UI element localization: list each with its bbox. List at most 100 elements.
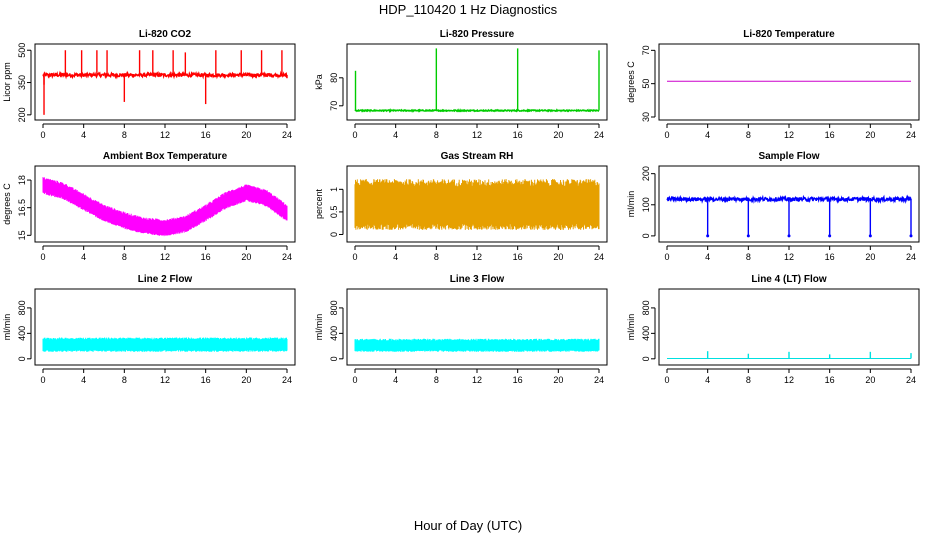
data-point <box>828 234 832 238</box>
data-line <box>666 194 912 205</box>
y-tick-label: 1 <box>329 187 339 192</box>
x-tick-label: 24 <box>282 375 292 385</box>
plot-frame <box>658 165 920 243</box>
data-point <box>706 234 710 238</box>
x-tick-label: 0 <box>352 252 357 262</box>
x-tick-label: 8 <box>746 130 751 140</box>
x-tick-label: 16 <box>201 375 211 385</box>
x-tick-label: 16 <box>513 252 523 262</box>
y-axis-label: ml/min <box>314 314 324 341</box>
x-tick-label: 24 <box>906 252 916 262</box>
x-tick-label: 12 <box>472 375 482 385</box>
y-tick-label: 0.5 <box>329 206 339 219</box>
x-tick-label: 12 <box>784 252 794 262</box>
x-tick-label: 8 <box>122 130 127 140</box>
x-tick-label: 16 <box>201 130 211 140</box>
x-tick-label: 0 <box>40 130 45 140</box>
x-tick-label: 24 <box>594 375 604 385</box>
x-tick-label: 24 <box>282 130 292 140</box>
y-tick-label: 400 <box>329 326 339 341</box>
panel-title: Line 3 Flow <box>450 274 505 285</box>
plot-frame <box>658 288 920 366</box>
data-band <box>42 337 288 352</box>
x-tick-label: 12 <box>784 130 794 140</box>
x-tick-label: 4 <box>393 375 398 385</box>
x-tick-label: 4 <box>81 252 86 262</box>
x-tick-label: 0 <box>664 252 669 262</box>
x-tick-label: 16 <box>825 252 835 262</box>
x-tick-label: 12 <box>472 130 482 140</box>
data-band <box>354 179 600 230</box>
series-5 <box>354 179 600 230</box>
panel-title: Li-820 Pressure <box>440 29 515 40</box>
x-tick-label: 8 <box>122 252 127 262</box>
y-tick-label: 800 <box>641 300 651 315</box>
y-tick-label: 0 <box>641 356 651 361</box>
x-tick-label: 8 <box>434 375 439 385</box>
x-tick-label: 20 <box>553 375 563 385</box>
x-tick-label: 24 <box>282 252 292 262</box>
y-tick-label: 70 <box>641 45 651 55</box>
series-4 <box>42 177 288 237</box>
x-tick-label: 16 <box>201 252 211 262</box>
x-tick-label: 20 <box>865 252 875 262</box>
series-7 <box>42 337 288 352</box>
panel-3: Li-820 Temperature 0 4 8 12 16 20 24 30 50 70 degre… <box>626 29 920 140</box>
y-axis-label: kPa <box>314 74 324 90</box>
y-tick-label: 800 <box>17 300 27 315</box>
x-tick-label: 20 <box>553 130 563 140</box>
y-axis-label: ml/min <box>626 314 636 341</box>
x-tick-label: 4 <box>705 252 710 262</box>
plot-frame <box>34 165 296 243</box>
panel-title: Line 2 Flow <box>138 274 193 285</box>
series-9 <box>667 351 912 359</box>
data-band <box>354 338 600 352</box>
panel-4: Ambient Box Temperature 0 4 8 12 16 20 24 15 16.5… <box>2 151 296 262</box>
x-tick-label: 0 <box>664 375 669 385</box>
x-tick-label: 20 <box>865 130 875 140</box>
x-tick-label: 12 <box>472 252 482 262</box>
x-tick-label: 16 <box>513 130 523 140</box>
y-tick-label: 200 <box>17 107 27 122</box>
y-tick-label: 80 <box>329 73 339 83</box>
y-tick-label: 800 <box>329 300 339 315</box>
plot-frame <box>34 288 296 366</box>
x-tick-label: 4 <box>81 375 86 385</box>
x-axis-caption: Hour of Day (UTC) <box>413 518 523 533</box>
x-tick-label: 8 <box>746 252 751 262</box>
data-point <box>909 234 913 238</box>
panel-title: Ambient Box Temperature <box>103 151 228 162</box>
y-axis-label: ml/min <box>626 191 636 218</box>
panel-title: Li-820 CO2 <box>139 29 192 40</box>
y-tick-label: 16.5 <box>17 199 27 217</box>
plot-frame <box>346 165 608 243</box>
y-tick-label: 0 <box>329 356 339 361</box>
data-point <box>746 234 750 238</box>
plot-frame <box>346 43 608 121</box>
x-tick-label: 12 <box>784 375 794 385</box>
y-tick-label: 400 <box>17 326 27 341</box>
x-tick-label: 16 <box>825 130 835 140</box>
y-tick-label: 70 <box>329 101 339 111</box>
x-tick-label: 20 <box>241 375 251 385</box>
x-tick-label: 8 <box>434 252 439 262</box>
x-tick-label: 20 <box>553 252 563 262</box>
y-tick-label: 15 <box>17 230 27 240</box>
x-tick-label: 8 <box>746 375 751 385</box>
x-tick-label: 12 <box>160 130 170 140</box>
x-tick-label: 0 <box>664 130 669 140</box>
y-tick-label: 500 <box>17 43 27 58</box>
panel-5: Gas Stream RH 0 4 8 12 16 20 24 0 0.5 1 percent <box>314 151 608 262</box>
panel-title: Gas Stream RH <box>441 151 514 162</box>
figure-title: HDP_110420 1 Hz Diagnostics <box>378 2 558 17</box>
series-1 <box>42 50 288 115</box>
y-tick-label: 18 <box>17 175 27 185</box>
y-tick-label: 30 <box>641 112 651 122</box>
y-tick-label: 400 <box>641 326 651 341</box>
x-tick-label: 16 <box>513 375 523 385</box>
y-tick-label: 100 <box>641 197 651 212</box>
x-tick-label: 4 <box>393 252 398 262</box>
x-tick-label: 4 <box>705 130 710 140</box>
x-tick-label: 12 <box>160 252 170 262</box>
y-axis-label: degrees C <box>626 61 636 103</box>
